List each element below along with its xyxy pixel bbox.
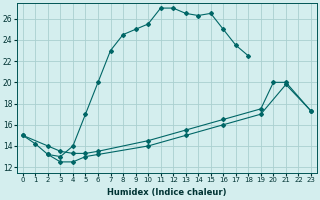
X-axis label: Humidex (Indice chaleur): Humidex (Indice chaleur) (107, 188, 227, 197)
